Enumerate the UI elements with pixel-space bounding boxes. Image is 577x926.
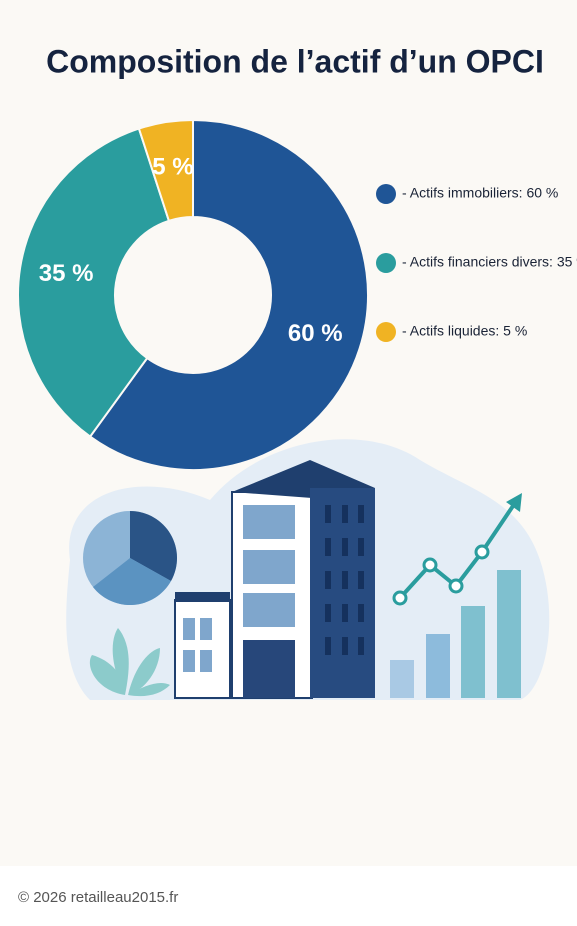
legend-label: - Actifs immobiliers: 60 % <box>402 185 558 201</box>
windows <box>183 618 212 672</box>
chart-title: Composition de l’actif d’un OPCI <box>46 43 544 79</box>
windows <box>243 505 295 698</box>
legend-swatch <box>376 184 396 204</box>
trend-arrow <box>506 493 522 512</box>
illustration <box>66 439 550 700</box>
donut-slice <box>137 118 194 223</box>
legend-swatch <box>376 253 396 273</box>
mini-pie-slice <box>130 511 178 581</box>
legend-label: - Actifs liquides: 5 % <box>402 323 527 339</box>
donut-slice <box>17 127 171 438</box>
deco-bars <box>390 570 521 698</box>
slice-label: 35 % <box>39 260 94 287</box>
side-windows <box>325 505 364 655</box>
mini-pie-slice <box>93 558 171 606</box>
donut: 60 % 35 % 5 % <box>17 118 369 471</box>
plant <box>89 628 170 697</box>
slice-label: 60 % <box>288 320 343 347</box>
slice-label: 5 % <box>152 153 193 180</box>
footer: © 2026 retailleau2015.fr <box>18 889 178 906</box>
trend-points <box>392 544 490 606</box>
building-small <box>174 599 231 699</box>
building-roof <box>175 592 230 602</box>
legend: - Actifs immobiliers: 60 % - Actifs finan… <box>376 184 577 342</box>
footer-band <box>0 866 577 926</box>
donut-slice <box>88 118 369 471</box>
legend-label: - Actifs financiers divers: 35 % <box>402 254 577 270</box>
legend-swatch <box>376 322 396 342</box>
